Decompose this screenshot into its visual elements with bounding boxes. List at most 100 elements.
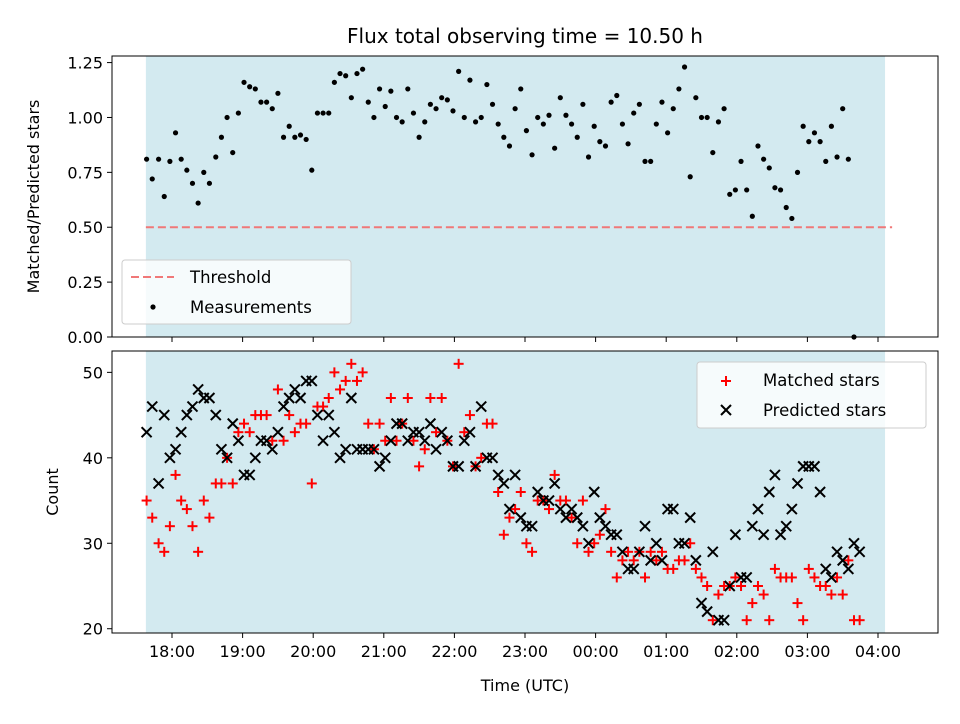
measurement-point — [405, 86, 411, 92]
matched-star-point — [204, 512, 215, 523]
measurement-point — [845, 156, 851, 162]
matched-star-point — [645, 546, 656, 557]
measurement-point — [161, 193, 167, 200]
matched-star-point — [374, 418, 385, 429]
matched-star-point — [521, 538, 532, 549]
measurement-point — [484, 81, 490, 88]
measurement-point — [365, 99, 371, 105]
predicted-star-point — [175, 426, 187, 438]
predicted-star-point — [724, 580, 736, 592]
matched-star-point — [792, 598, 803, 609]
measurement-point — [665, 130, 671, 136]
matched-star-point — [363, 418, 374, 429]
predicted-star-point — [379, 452, 391, 464]
legend-measurements-label: Measurements — [190, 298, 312, 317]
matched-star-point — [707, 615, 718, 626]
matched-star-point — [786, 572, 797, 583]
measurement-point — [235, 110, 241, 116]
predicted-star-point — [272, 426, 284, 438]
matched-star-point — [176, 495, 187, 506]
legend-plus-marker — [721, 376, 731, 386]
measurement-point — [732, 187, 738, 193]
matched-star-point — [476, 452, 487, 463]
matched-star-point — [758, 589, 769, 600]
measurement-point — [371, 114, 377, 121]
predicted-star-point — [373, 460, 386, 473]
x-tick-label: 22:00 — [431, 642, 477, 661]
matched-star-point — [668, 563, 679, 574]
predicted-star-point — [368, 443, 380, 455]
matched-star-point — [515, 487, 526, 497]
predicted-star-point — [186, 400, 199, 413]
count-legend: Matched stars Predicted stars — [696, 361, 927, 429]
matched-star-point — [510, 504, 521, 515]
measurement-point — [800, 123, 806, 129]
x-tick-label: 03:00 — [784, 642, 830, 661]
measurement-point — [495, 121, 501, 127]
predicted-star-point — [294, 392, 307, 404]
predicted-star-point — [616, 546, 629, 558]
matched-star-point — [493, 487, 504, 497]
matched-star-point — [272, 384, 283, 395]
measurement-point — [286, 123, 292, 129]
measurement-point — [529, 152, 535, 158]
measurement-point — [292, 134, 298, 140]
ratio-panel: 0.00 0.25 0.50 0.75 1.00 1.25 Matched/Predict… — [24, 24, 939, 347]
measurement-point — [167, 158, 173, 164]
predicted-star-point — [780, 520, 792, 532]
matched-star-point — [227, 478, 238, 489]
predicted-star-point — [424, 417, 437, 430]
measurement-point — [636, 101, 642, 107]
measurement-point — [388, 88, 394, 94]
legend-threshold-label: Threshold — [189, 268, 271, 287]
measurement-point — [777, 187, 784, 193]
matched-star-point — [741, 615, 752, 626]
y-tick-label: 0.50 — [67, 218, 103, 237]
matched-star-point — [752, 581, 763, 591]
measurement-point — [326, 110, 332, 116]
predicted-star-point — [577, 520, 589, 532]
predicted-star-point — [317, 435, 329, 447]
predicted-star-point — [158, 409, 170, 421]
measurement-point — [461, 114, 467, 121]
predicted-star-point — [385, 435, 397, 447]
measurement-point — [213, 154, 219, 160]
matched-star-point — [769, 563, 780, 574]
measurement-point — [206, 180, 213, 186]
predicted-star-point — [402, 435, 414, 447]
predicted-star-point — [594, 511, 606, 524]
x-tick-label: 04:00 — [855, 642, 901, 661]
matched-star-point — [193, 546, 204, 557]
measurement-point — [817, 139, 823, 145]
matched-star-point — [623, 546, 634, 557]
x-tick-label: 00:00 — [573, 642, 619, 661]
matched-star-point — [656, 546, 667, 557]
predicted-star-point — [260, 435, 273, 447]
measurement-point — [416, 134, 422, 140]
measurement-point — [834, 154, 840, 160]
predicted-star-point — [210, 409, 222, 421]
matched-star-point — [453, 358, 464, 369]
x-tick-label: 20:00 — [290, 642, 336, 661]
predicted-star-point — [825, 571, 838, 584]
measurement-point — [275, 90, 281, 96]
measurement-point — [252, 86, 258, 92]
predicted-star-point — [277, 400, 290, 413]
matched-star-point — [278, 435, 289, 446]
predicted-star-point — [701, 605, 713, 618]
y-tick-label: 20 — [83, 620, 103, 639]
matched-star-point — [617, 555, 628, 566]
predicted-star-point — [306, 375, 318, 387]
matched-star-point — [504, 512, 515, 523]
predicted-star-point — [571, 511, 583, 524]
predicted-star-points — [140, 375, 866, 626]
measurement-point — [314, 110, 321, 116]
predicted-star-point — [543, 494, 555, 507]
measurement-point — [230, 149, 236, 156]
y-tick-label: 40 — [83, 449, 103, 468]
measurement-point — [512, 106, 518, 112]
measurement-point — [794, 169, 801, 175]
matched-star-point — [306, 478, 317, 489]
matched-star-point — [549, 469, 560, 480]
matched-star-point — [566, 512, 577, 523]
